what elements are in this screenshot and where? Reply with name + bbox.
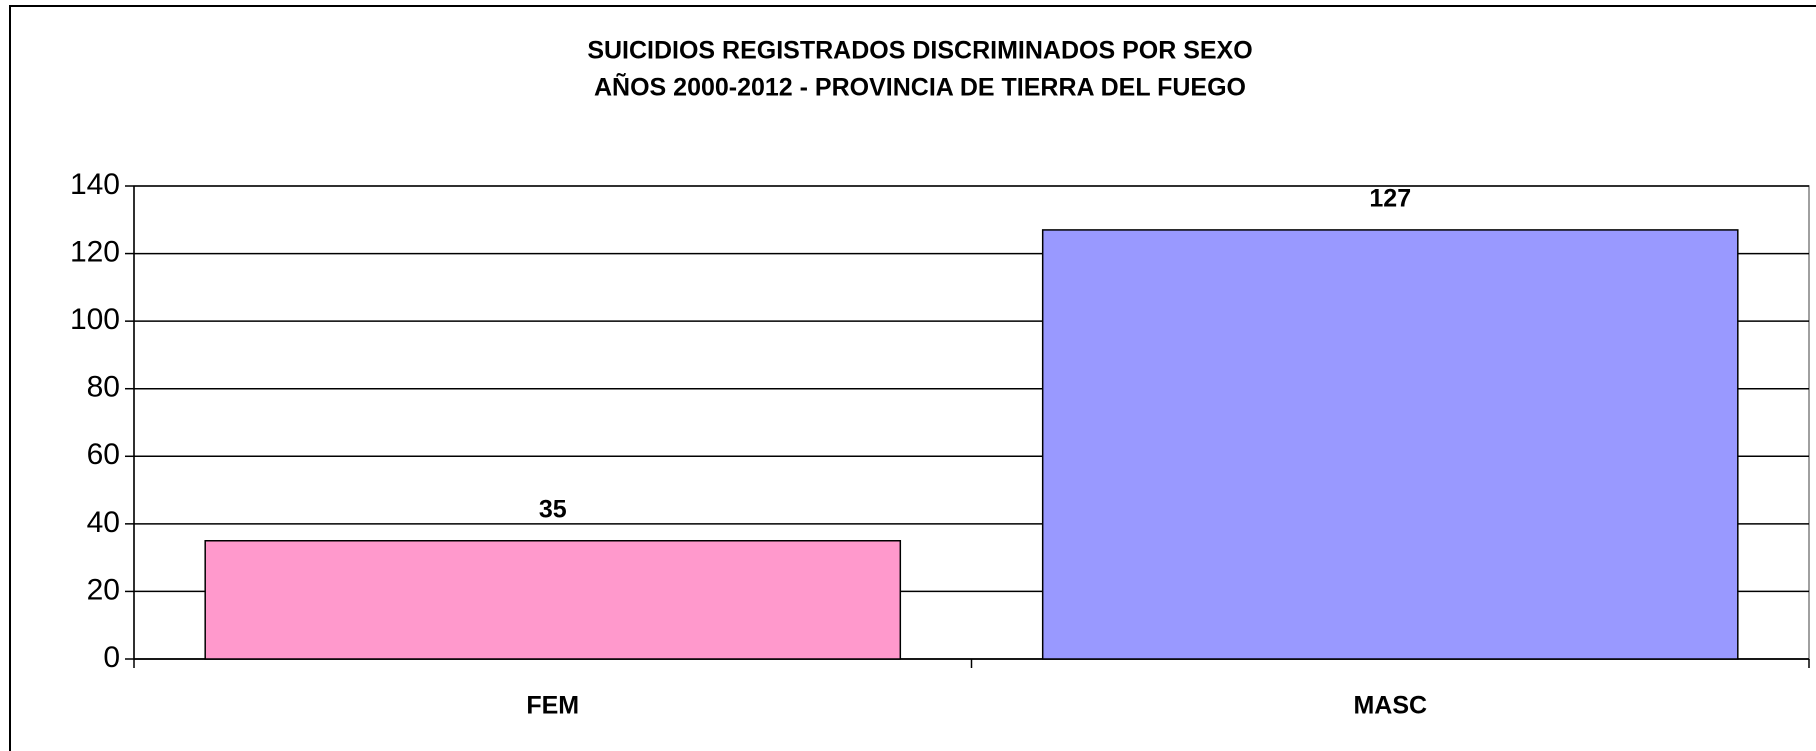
bar	[1041, 229, 1739, 660]
y-tick-label: 60	[87, 438, 120, 471]
y-tick-label: 40	[87, 506, 120, 539]
y-tick-label: 20	[87, 573, 120, 606]
y-tick-label: 0	[103, 641, 120, 674]
y-tick-label: 100	[70, 303, 120, 336]
data-label: 127	[1369, 185, 1411, 213]
x-tick-label: MASC	[1353, 692, 1427, 720]
chart-subtitle: AÑOS 2000-2012 - PROVINCIA DE TIERRA DEL…	[594, 72, 1246, 102]
data-label: 35	[539, 495, 567, 523]
y-tick-label: 140	[70, 168, 120, 201]
x-tick-label: FEM	[526, 692, 579, 720]
y-tick-label: 120	[70, 235, 120, 268]
y-tick-label: 80	[87, 371, 120, 404]
chart-title: SUICIDIOS REGISTRADOS DISCRIMINADOS POR …	[587, 37, 1252, 65]
bar	[204, 540, 902, 660]
